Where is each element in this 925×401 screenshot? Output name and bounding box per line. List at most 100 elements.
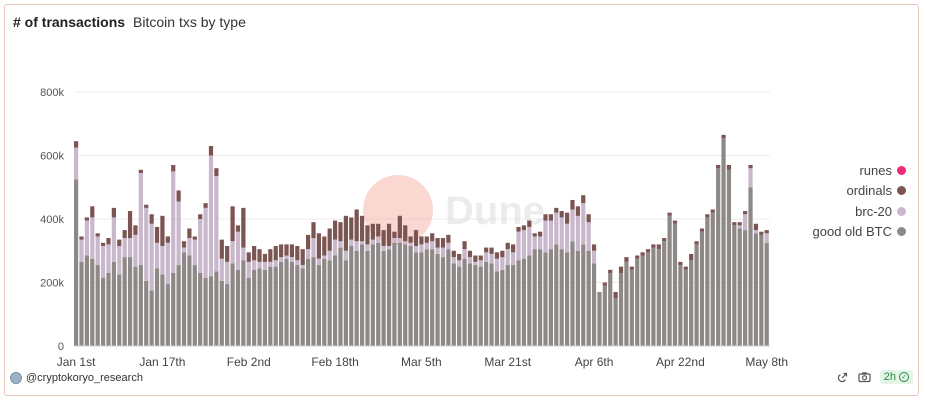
bar-good_old_btc[interactable]: [478, 266, 483, 347]
bar-brc20[interactable]: [343, 250, 348, 261]
bar-brc20[interactable]: [332, 239, 338, 256]
bar-ordinals[interactable]: [484, 247, 489, 253]
bar-good_old_btc[interactable]: [219, 280, 224, 346]
bar-brc20[interactable]: [90, 217, 95, 259]
bar-good_old_btc[interactable]: [467, 263, 473, 346]
bar-brc20[interactable]: [117, 245, 122, 275]
bar-brc20[interactable]: [176, 201, 181, 266]
bar-good_old_btc[interactable]: [532, 249, 537, 346]
bar-ordinals[interactable]: [144, 204, 149, 208]
bar-ordinals[interactable]: [494, 252, 500, 259]
bar-good_old_btc[interactable]: [678, 265, 683, 346]
bar-ordinals[interactable]: [618, 266, 624, 273]
bar-ordinals[interactable]: [386, 223, 392, 246]
bar-ordinals[interactable]: [111, 207, 116, 218]
bar-brc20[interactable]: [79, 239, 84, 262]
bar-ordinals[interactable]: [295, 245, 300, 261]
bar-brc20[interactable]: [381, 245, 386, 251]
bar-brc20[interactable]: [430, 241, 435, 250]
bar-brc20[interactable]: [403, 241, 408, 245]
bar-good_old_btc[interactable]: [759, 234, 764, 347]
bar-good_old_btc[interactable]: [489, 263, 494, 346]
bar-brc20[interactable]: [192, 239, 197, 266]
bar-ordinals[interactable]: [548, 214, 553, 221]
bar-ordinals[interactable]: [198, 214, 203, 219]
bar-good_old_btc[interactable]: [252, 269, 257, 346]
bar-brc20[interactable]: [419, 244, 424, 253]
bar-ordinals[interactable]: [764, 230, 769, 234]
bar-good_old_btc[interactable]: [538, 249, 543, 346]
bar-good_old_btc[interactable]: [386, 249, 392, 346]
bar-brc20[interactable]: [273, 260, 278, 267]
bar-brc20[interactable]: [322, 255, 327, 259]
bar-ordinals[interactable]: [165, 236, 170, 243]
bar-good_old_btc[interactable]: [122, 257, 127, 346]
bar-good_old_btc[interactable]: [284, 258, 289, 346]
bar-ordinals[interactable]: [629, 266, 634, 270]
bar-brc20[interactable]: [295, 260, 300, 266]
bar-brc20[interactable]: [198, 219, 203, 273]
bar-good_old_btc[interactable]: [365, 250, 370, 346]
bar-good_old_btc[interactable]: [111, 261, 116, 346]
bar-good_old_btc[interactable]: [548, 249, 553, 346]
bar-good_old_btc[interactable]: [484, 261, 489, 346]
bar-brc20[interactable]: [516, 231, 521, 261]
bar-ordinals[interactable]: [489, 247, 494, 254]
bar-good_old_btc[interactable]: [311, 257, 316, 346]
bar-ordinals[interactable]: [435, 238, 440, 248]
bar-good_old_btc[interactable]: [451, 263, 456, 346]
bar-ordinals[interactable]: [257, 249, 262, 262]
bar-good_old_btc[interactable]: [419, 252, 424, 346]
bar-ordinals[interactable]: [273, 245, 278, 261]
bar-good_old_btc[interactable]: [689, 260, 694, 346]
bar-ordinals[interactable]: [176, 190, 181, 202]
bar-ordinals[interactable]: [235, 225, 241, 232]
bar-good_old_btc[interactable]: [521, 258, 527, 346]
bar-good_old_btc[interactable]: [710, 212, 715, 346]
bar-ordinals[interactable]: [716, 165, 721, 169]
bar-ordinals[interactable]: [532, 233, 537, 237]
bar-brc20[interactable]: [257, 261, 262, 269]
bar-good_old_btc[interactable]: [235, 269, 241, 346]
bar-good_old_btc[interactable]: [543, 252, 548, 346]
bar-good_old_btc[interactable]: [640, 255, 645, 346]
bar-good_old_btc[interactable]: [154, 268, 160, 346]
bar-brc20[interactable]: [262, 261, 268, 270]
bar-ordinals[interactable]: [370, 223, 375, 240]
share-icon[interactable]: [836, 370, 850, 384]
bar-good_old_btc[interactable]: [748, 187, 753, 346]
bar-ordinals[interactable]: [473, 255, 478, 262]
bar-good_old_btc[interactable]: [662, 241, 667, 346]
bar-good_old_btc[interactable]: [516, 260, 521, 346]
bar-ordinals[interactable]: [392, 231, 397, 239]
bar-ordinals[interactable]: [500, 250, 505, 258]
bar-ordinals[interactable]: [645, 249, 651, 253]
bar-brc20[interactable]: [489, 253, 494, 264]
bar-ordinals[interactable]: [160, 215, 165, 246]
bar-ordinals[interactable]: [149, 214, 154, 224]
bar-brc20[interactable]: [268, 261, 273, 267]
bar-good_old_btc[interactable]: [376, 242, 381, 346]
bar-ordinals[interactable]: [651, 244, 656, 248]
bar-ordinals[interactable]: [635, 255, 640, 259]
bar-good_old_btc[interactable]: [440, 257, 446, 346]
bar-ordinals[interactable]: [322, 236, 327, 256]
bar-ordinals[interactable]: [187, 228, 192, 239]
bar-brc20[interactable]: [527, 226, 532, 256]
bar-ordinals[interactable]: [192, 236, 197, 240]
bar-ordinals[interactable]: [662, 238, 667, 242]
bar-brc20[interactable]: [111, 217, 116, 262]
bar-good_old_btc[interactable]: [354, 250, 359, 346]
bar-good_old_btc[interactable]: [694, 244, 699, 346]
legend-item-runes[interactable]: runes: [806, 160, 906, 181]
bar-good_old_btc[interactable]: [241, 260, 246, 346]
bar-good_old_btc[interactable]: [764, 242, 769, 346]
bar-brc20[interactable]: [160, 245, 165, 275]
bar-ordinals[interactable]: [408, 236, 413, 243]
bar-good_old_btc[interactable]: [597, 292, 602, 346]
bar-ordinals[interactable]: [527, 220, 532, 227]
bar-brc20[interactable]: [564, 223, 570, 253]
bar-brc20[interactable]: [376, 236, 381, 243]
bar-brc20[interactable]: [138, 172, 143, 266]
bar-brc20[interactable]: [570, 209, 575, 242]
